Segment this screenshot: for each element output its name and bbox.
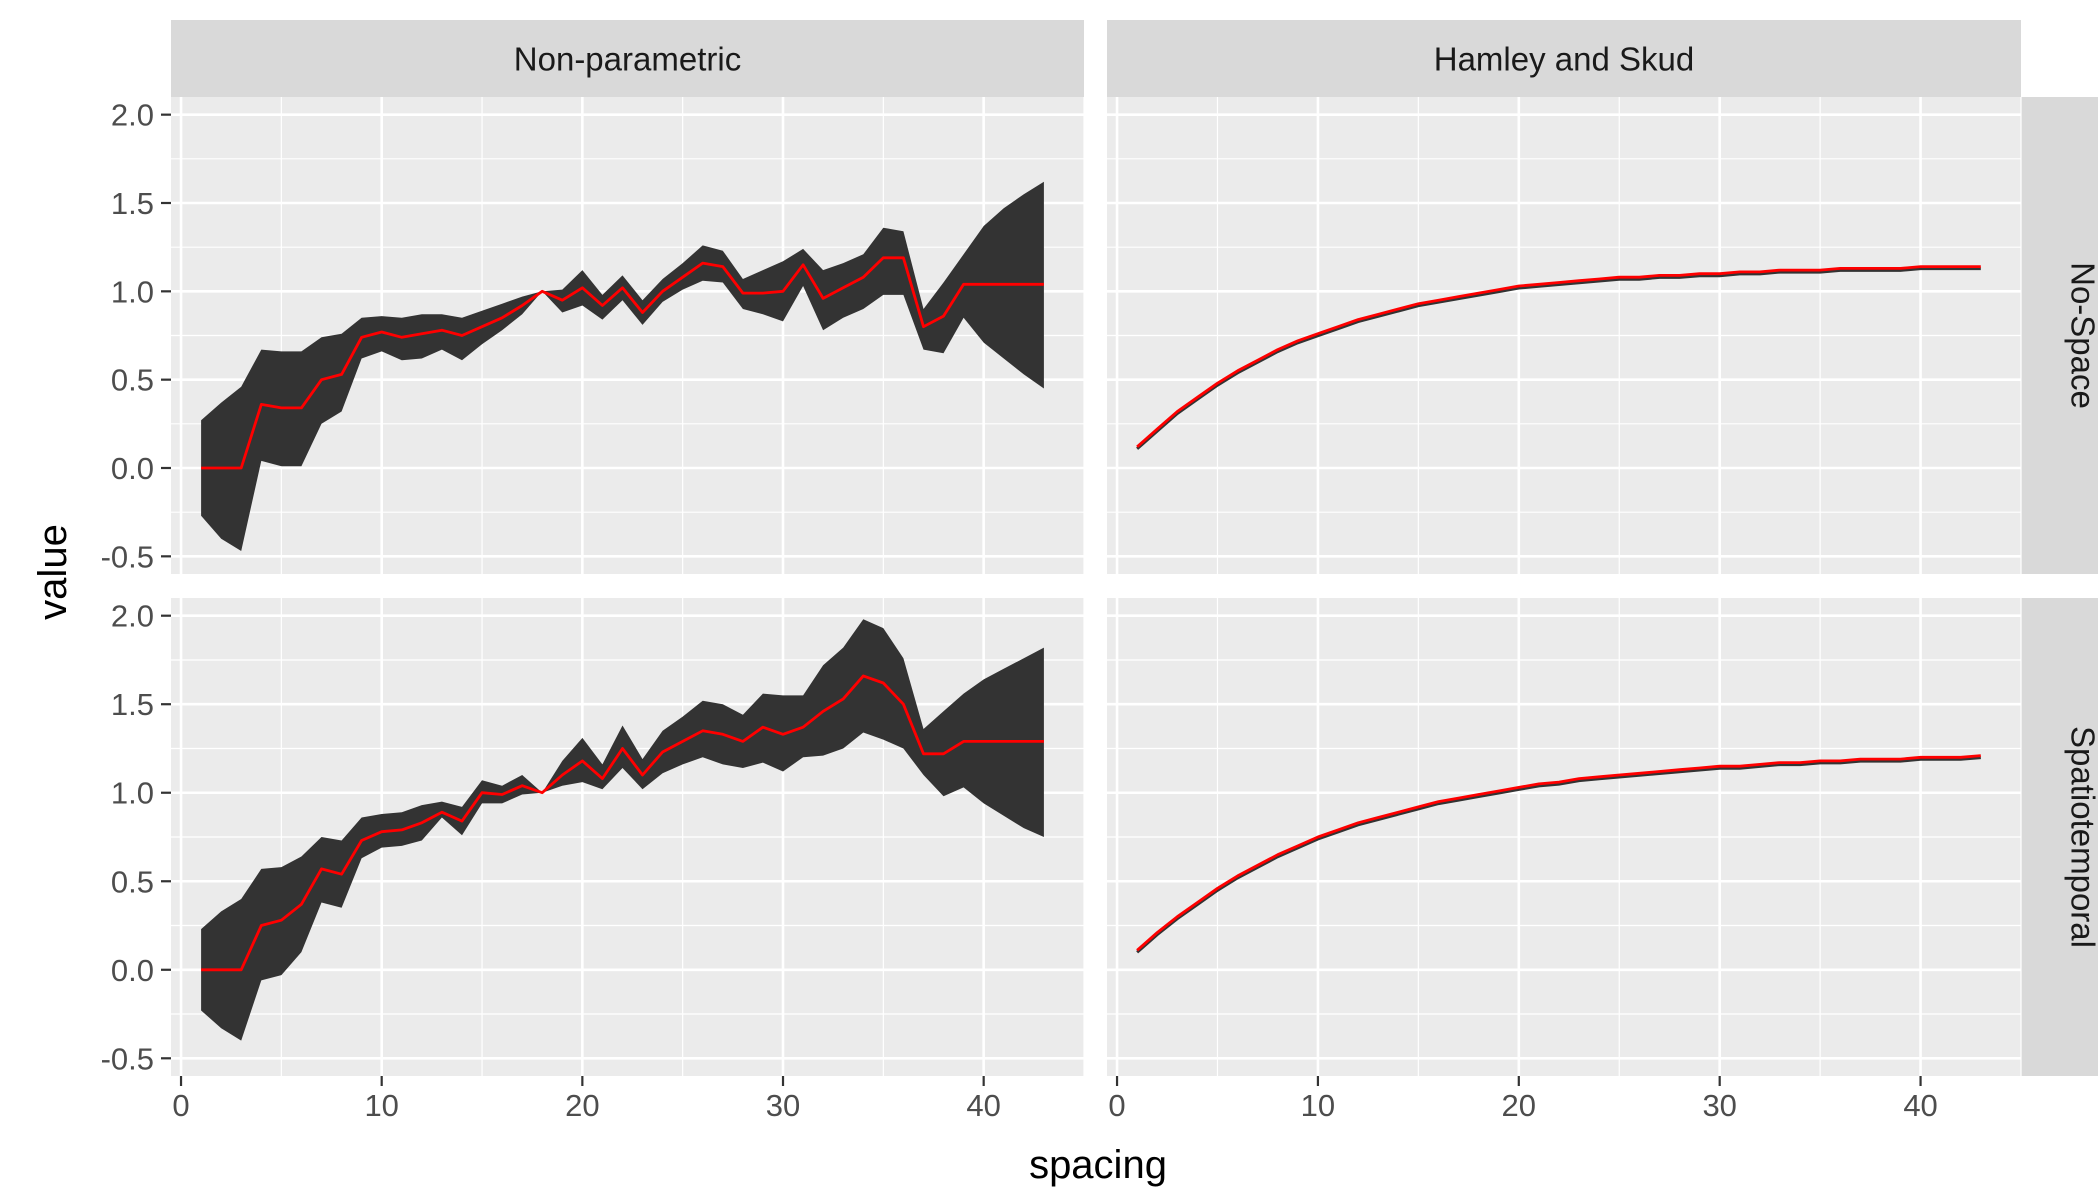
y-tick-label: 0.5	[111, 363, 154, 398]
row-strip	[2021, 598, 2098, 1076]
y-tick-label: -0.5	[101, 539, 154, 574]
x-tick-label: 20	[1502, 1088, 1536, 1123]
x-axis-title: spacing	[1029, 1143, 1167, 1187]
x-axis: 0 10 20 30 40 0 10 20 30 40	[172, 1076, 1938, 1123]
confidence-ribbon	[201, 181, 1044, 552]
y-tick-label: 1.5	[111, 687, 154, 722]
x-tick-label: 40	[966, 1088, 1000, 1123]
series-line	[201, 674, 1044, 972]
x-tick-label: 40	[1903, 1088, 1937, 1123]
y-tick-label: 2.0	[111, 98, 154, 133]
panel-non-parametric-no-space	[171, 97, 1085, 574]
row-strip-label: No-Space	[2065, 262, 2100, 409]
row-strip-label: Spatiotemporal	[2065, 726, 2100, 948]
y-tick-label: 1.0	[111, 776, 154, 811]
y-tick-label: 2.0	[111, 599, 154, 634]
x-tick-label: 20	[565, 1088, 599, 1123]
y-axis-title: value	[31, 524, 75, 620]
column-strip-label: Non-parametric	[514, 41, 741, 78]
panel-hamley-and-skud-spatiotemporal	[1107, 598, 2022, 1076]
y-axis: -0.5 0.0 0.5 1.0 1.5 2.0 -0.5 0.0 0.5 1.0 1.5 2.0	[101, 98, 171, 1076]
series-line	[1136, 754, 1981, 952]
panel-hamley-and-skud-no-space	[1107, 97, 2022, 574]
y-tick-label: 0.0	[111, 953, 154, 988]
x-tick-label: 30	[1702, 1088, 1736, 1123]
row-strip	[2021, 97, 2098, 574]
facet-strips: Non-parametric Hamley and Skud No-Space Spa…	[171, 20, 2100, 1076]
y-tick-label: 1.5	[111, 186, 154, 221]
series-line	[201, 256, 1044, 470]
column-strip	[171, 20, 1084, 97]
column-strip-label: Hamley and Skud	[1434, 41, 1694, 78]
y-tick-label: -0.5	[101, 1041, 154, 1076]
facet-panels	[171, 97, 2022, 1076]
curve-band	[1136, 267, 1981, 450]
y-tick-label: 0.0	[111, 451, 154, 486]
curve-band	[1136, 756, 1981, 954]
x-tick-label: 10	[364, 1088, 398, 1123]
x-tick-label: 0	[1108, 1088, 1125, 1123]
y-tick-label: 1.0	[111, 274, 154, 309]
x-tick-label: 10	[1301, 1088, 1335, 1123]
series-line	[1136, 265, 1981, 448]
y-tick-label: 0.5	[111, 864, 154, 899]
panel-non-parametric-spatiotemporal	[171, 598, 1085, 1076]
x-tick-label: 0	[172, 1088, 189, 1123]
confidence-ribbon	[201, 619, 1044, 1041]
x-tick-label: 30	[766, 1088, 800, 1123]
column-strip	[1107, 20, 2021, 97]
